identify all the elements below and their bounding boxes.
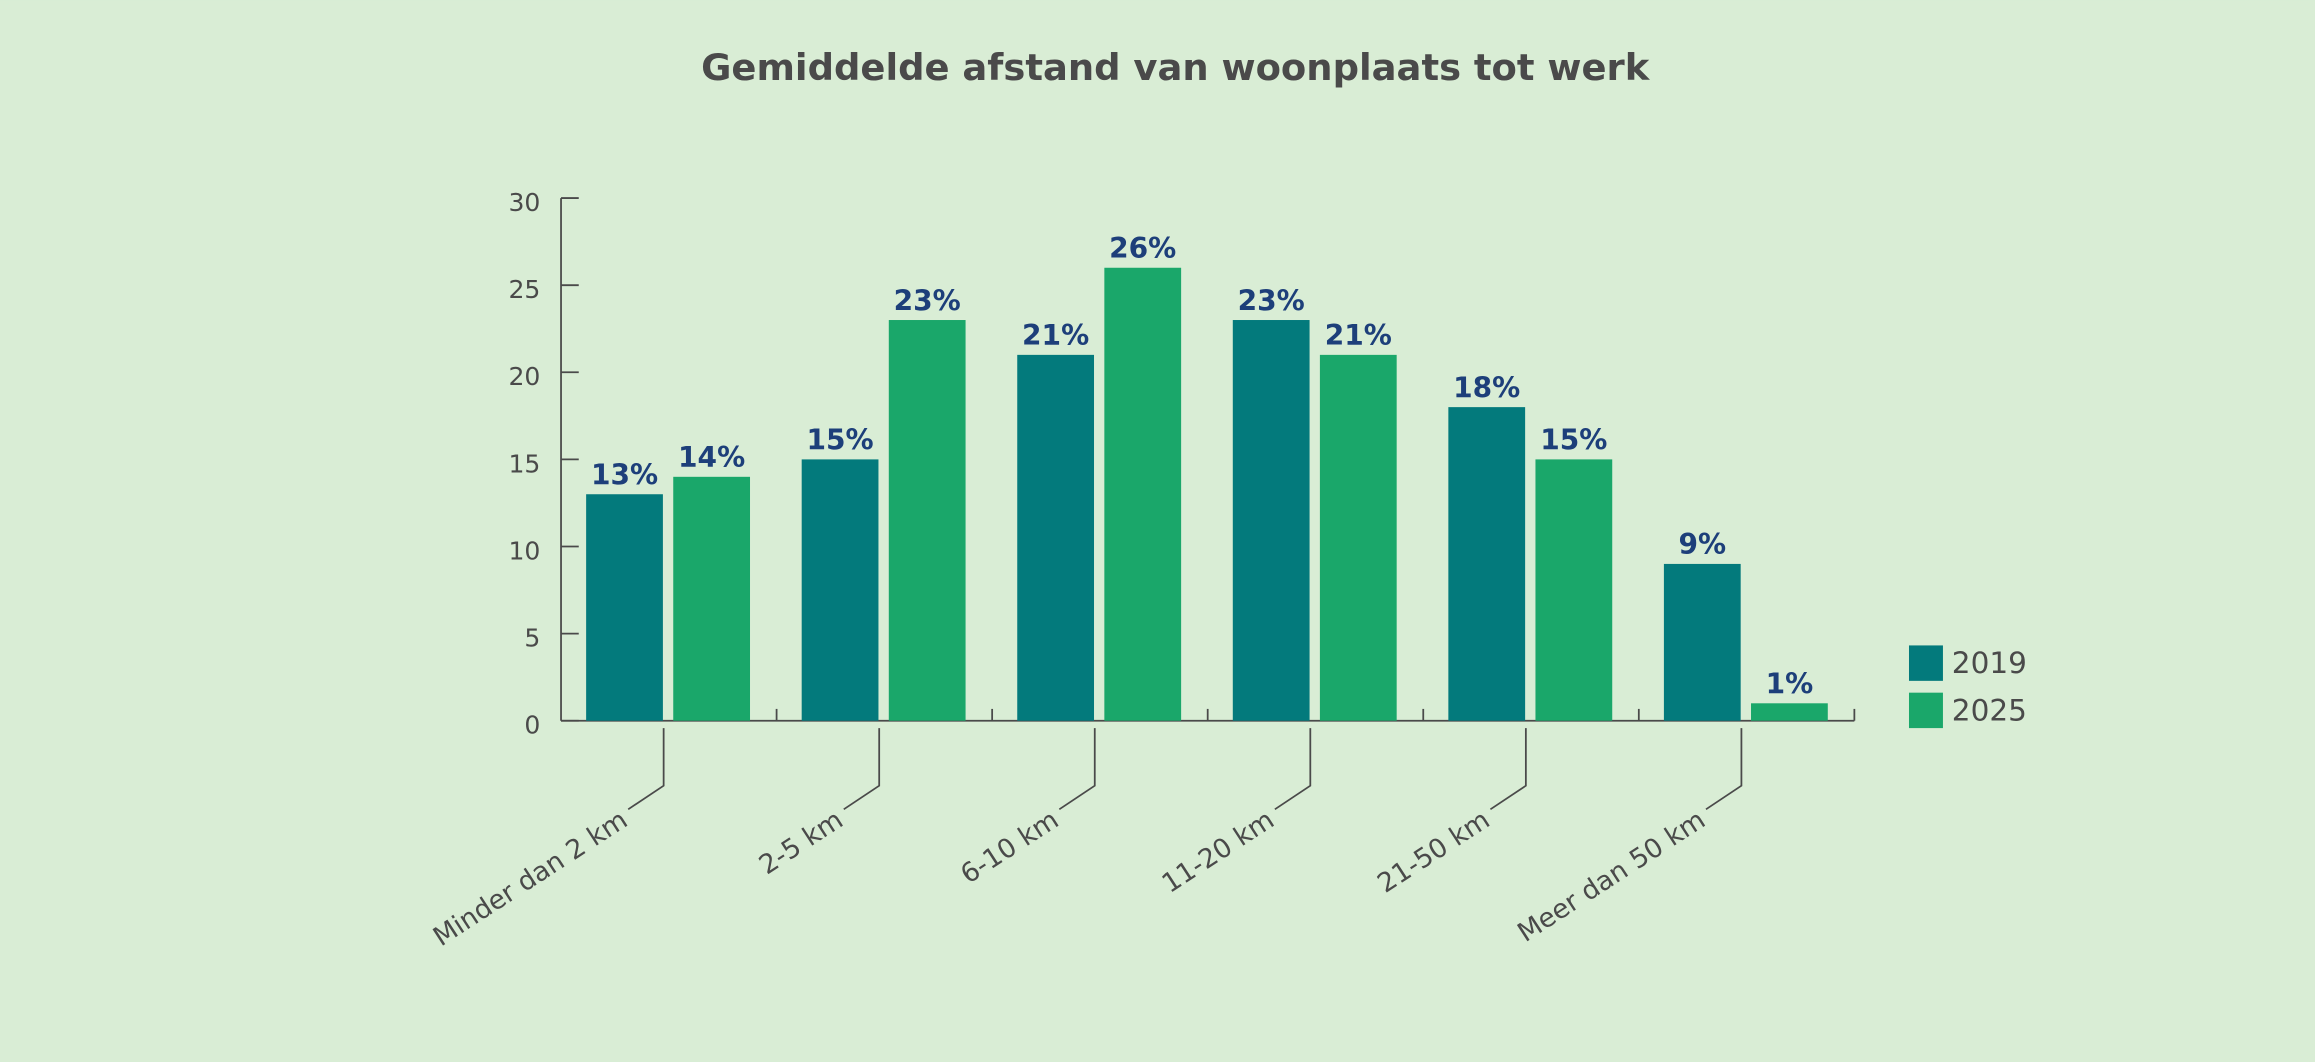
- value-label: 13%: [591, 459, 658, 492]
- value-label: 15%: [1540, 424, 1607, 457]
- y-tick-label: 5: [524, 624, 540, 653]
- leader-line: [1274, 728, 1312, 811]
- value-label: 23%: [1238, 284, 1305, 317]
- value-label: 23%: [894, 284, 961, 317]
- y-tick-label: 30: [508, 188, 540, 217]
- y-tick-label: 25: [508, 275, 540, 304]
- bar: [1104, 267, 1182, 721]
- value-label: 21%: [1022, 319, 1089, 352]
- legend-swatch: [1908, 645, 1943, 681]
- bar: [586, 494, 663, 721]
- value-label: 18%: [1453, 371, 1520, 404]
- legend-label: 2019: [1952, 646, 2027, 680]
- y-tick-label: 20: [508, 362, 540, 391]
- legend-label: 2025: [1952, 693, 2027, 727]
- value-label: 21%: [1325, 319, 1392, 352]
- y-tick-label: 0: [524, 711, 540, 740]
- y-tick-label: 10: [508, 536, 540, 565]
- leader-line: [627, 728, 665, 811]
- bar: [801, 459, 879, 721]
- bar: [1535, 459, 1613, 721]
- value-label: 1%: [1766, 668, 1814, 701]
- leader-line: [1705, 728, 1743, 811]
- leader-line: [843, 728, 881, 811]
- bar: [1319, 354, 1397, 721]
- leader-line: [1489, 728, 1527, 811]
- value-label: 26%: [1109, 232, 1176, 265]
- bar: [1448, 407, 1526, 721]
- bar: [888, 320, 966, 721]
- bar: [1232, 320, 1310, 721]
- value-label: 15%: [807, 424, 874, 457]
- bar: [1017, 354, 1095, 721]
- value-label: 9%: [1678, 528, 1726, 561]
- value-label: 14%: [678, 441, 745, 474]
- bar: [673, 476, 751, 721]
- leader-line: [1058, 728, 1096, 811]
- chart-title: Gemiddelde afstand van woonplaats tot we…: [701, 46, 1651, 89]
- legend-swatch: [1908, 692, 1943, 729]
- y-tick-label: 15: [508, 449, 540, 478]
- bar: [1751, 703, 1828, 721]
- bar: [1663, 563, 1741, 721]
